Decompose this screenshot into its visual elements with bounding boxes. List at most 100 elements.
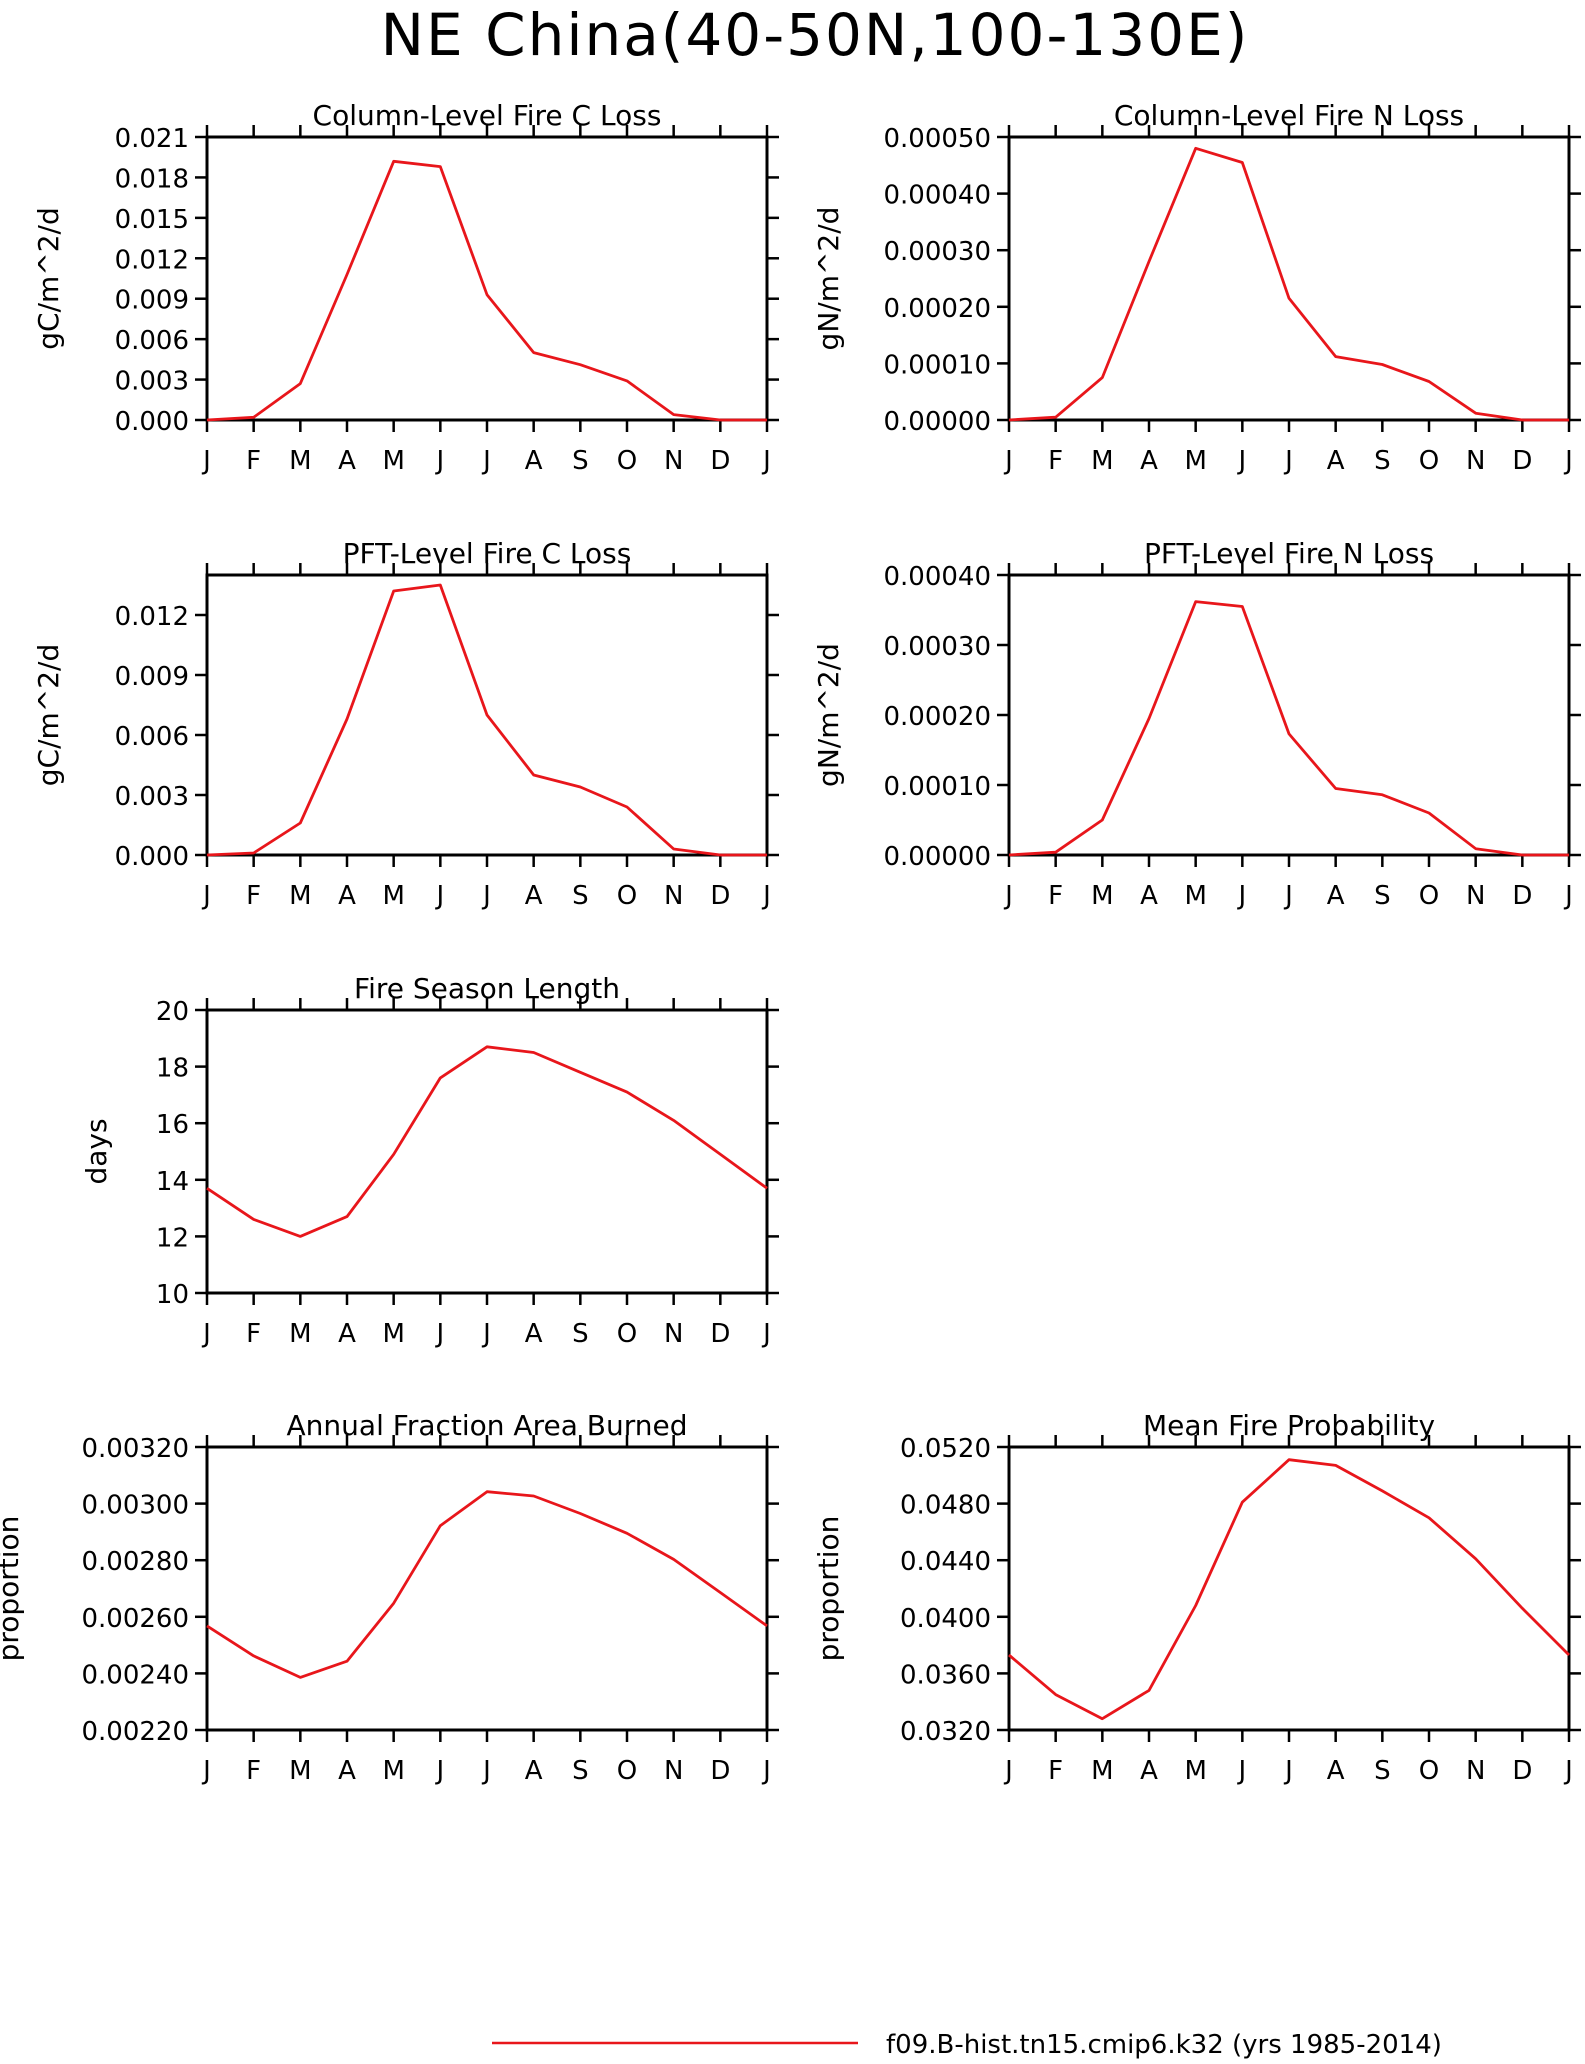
y-tick-label: 0.00040 <box>883 562 991 592</box>
x-tick-label: N <box>1466 881 1485 911</box>
y-tick-label: 0.00260 <box>81 1604 189 1634</box>
y-axis-label: gN/m^2/d <box>812 207 845 351</box>
y-tick-label: 0.018 <box>115 164 189 194</box>
y-tick-label: 0.000 <box>115 842 189 872</box>
x-tick-label: S <box>572 881 589 911</box>
series-line <box>206 1045 768 1238</box>
x-tick-label: O <box>1419 881 1439 911</box>
plot-frame <box>1007 573 1571 857</box>
y-tick-label: 0.00030 <box>883 632 991 662</box>
x-tick-label: A <box>525 446 543 476</box>
series-line <box>1008 1458 1570 1721</box>
x-tick-label: F <box>1048 881 1063 911</box>
y-tick-label: 0.00220 <box>81 1717 189 1747</box>
series-line <box>206 583 767 857</box>
x-tick-label: S <box>572 1756 589 1786</box>
y-axis-label: proportion <box>812 1516 845 1662</box>
x-tick-label: A <box>1327 446 1345 476</box>
legend-label: f09.B-hist.tn15.cmip6.k32 (yrs 1985-2014… <box>886 2030 1442 2060</box>
y-tick-label: 0.00320 <box>81 1434 189 1464</box>
x-tick-label: N <box>664 1756 683 1786</box>
x-tick-label: A <box>525 1319 543 1349</box>
y-tick-label: 0.021 <box>115 124 189 154</box>
x-tick-label: J <box>1236 1756 1246 1786</box>
x-tick-label: J <box>1283 1756 1293 1786</box>
y-tick-label: 0.00000 <box>883 842 991 872</box>
x-tick-label: J <box>481 446 491 476</box>
y-tick-label: 10 <box>156 1280 189 1310</box>
y-tick-label: 14 <box>156 1167 189 1197</box>
x-tick-label: J <box>761 1319 771 1349</box>
x-tick-label: A <box>525 1756 543 1786</box>
x-tick-label: D <box>710 881 730 911</box>
y-axis-label: proportion <box>0 1516 25 1662</box>
y-tick-label: 0.009 <box>115 662 189 692</box>
x-tick-label: D <box>1512 881 1532 911</box>
y-tick-label: 0.0320 <box>900 1717 991 1747</box>
x-tick-label: J <box>201 1319 211 1349</box>
x-tick-label: A <box>1140 881 1158 911</box>
plot-frame <box>205 1008 769 1295</box>
x-tick-label: S <box>1374 1756 1391 1786</box>
x-tick-label: J <box>481 1319 491 1349</box>
x-tick-label: J <box>1563 1756 1573 1786</box>
x-tick-label: N <box>1466 1756 1485 1786</box>
y-tick-label: 0.00010 <box>883 350 991 380</box>
x-tick-label: D <box>710 446 730 476</box>
x-tick-label: J <box>201 1756 211 1786</box>
x-tick-label: N <box>664 881 683 911</box>
y-tick-label: 0.012 <box>115 245 189 275</box>
x-tick-label: J <box>1003 446 1013 476</box>
y-axis-label: days <box>80 1118 113 1184</box>
x-tick-label: A <box>1327 1756 1345 1786</box>
y-tick-label: 0.00000 <box>883 407 991 437</box>
x-tick-label: N <box>664 446 683 476</box>
y-tick-label: 0.003 <box>115 782 189 812</box>
y-tick-label: 0.0360 <box>900 1660 991 1690</box>
x-tick-label: A <box>1140 1756 1158 1786</box>
plot-frame <box>1007 1445 1571 1732</box>
series-line <box>206 159 767 422</box>
y-tick-label: 0.00040 <box>883 181 991 211</box>
x-tick-label: S <box>572 446 589 476</box>
y-axis-label: gC/m^2/d <box>32 644 65 787</box>
x-tick-label: M <box>382 881 404 911</box>
y-tick-label: 0.003 <box>115 367 189 397</box>
y-tick-label: 0.00280 <box>81 1547 189 1577</box>
y-tick-label: 0.009 <box>115 286 189 316</box>
x-tick-label: J <box>761 446 771 476</box>
y-axis-label: gN/m^2/d <box>812 643 845 787</box>
x-tick-label: M <box>289 1319 311 1349</box>
plot-frame <box>205 135 769 422</box>
x-tick-label: A <box>338 881 356 911</box>
y-tick-label: 0.012 <box>115 602 189 632</box>
x-tick-label: J <box>1236 881 1246 911</box>
y-tick-label: 16 <box>156 1110 189 1140</box>
y-tick-label: 0.0480 <box>900 1491 991 1521</box>
x-tick-label: M <box>1184 1756 1206 1786</box>
y-axis-label: gC/m^2/d <box>32 207 65 350</box>
x-tick-label: O <box>617 1319 637 1349</box>
x-tick-label: M <box>1091 881 1113 911</box>
x-tick-label: J <box>1283 446 1293 476</box>
x-tick-label: S <box>572 1319 589 1349</box>
x-tick-label: F <box>1048 446 1063 476</box>
y-tick-label: 0.00300 <box>81 1491 189 1521</box>
x-tick-label: M <box>289 446 311 476</box>
x-tick-label: S <box>1374 446 1391 476</box>
x-tick-label: D <box>1512 446 1532 476</box>
x-tick-label: J <box>481 1756 491 1786</box>
figure-title: NE China(40-50N,100-130E) <box>381 1 1250 69</box>
x-tick-label: N <box>664 1319 683 1349</box>
y-tick-label: 0.006 <box>115 326 189 356</box>
x-tick-label: M <box>289 1756 311 1786</box>
x-tick-label: M <box>289 881 311 911</box>
y-tick-label: 0.015 <box>115 205 189 235</box>
